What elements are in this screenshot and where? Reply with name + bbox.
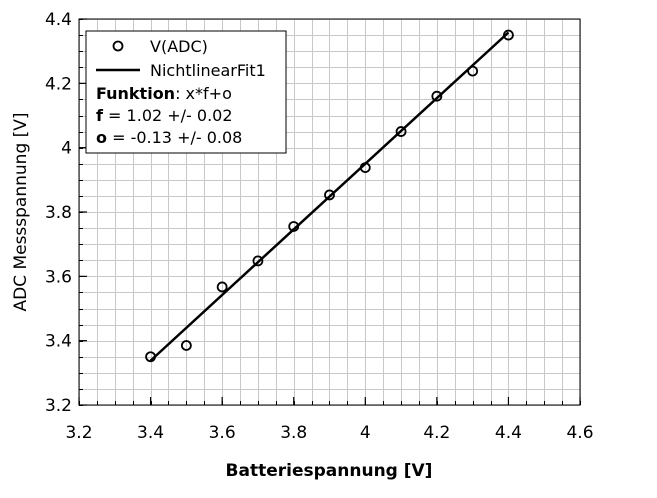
legend-fit-f-label: f	[96, 106, 104, 125]
y-tick-label: 3.6	[45, 267, 72, 287]
y-axis-title: ADC Messspannung [V]	[11, 112, 31, 311]
legend-item-vadc: V(ADC)	[150, 37, 208, 56]
legend-fit-function-label: Funktion	[96, 84, 175, 103]
fit-line	[149, 31, 510, 362]
x-tick-label: 4.2	[423, 423, 450, 443]
x-tick-label: 4.6	[566, 423, 593, 443]
legend: V(ADC) NichtlinearFit1 Funktion: x*f+o f…	[85, 30, 287, 154]
data-point	[431, 90, 443, 102]
y-tick-labels: 3.2 3.4 3.6 3.8 4 4.2 4.4	[45, 10, 72, 416]
y-tick-label: 4	[61, 139, 72, 159]
x-tick-label: 3.8	[280, 423, 307, 443]
legend-fit-function: Funktion: x*f+o	[96, 84, 232, 103]
data-point	[324, 189, 335, 201]
x-tick-label: 3.6	[209, 423, 236, 443]
y-tick-label: 3.4	[45, 332, 72, 352]
x-tick-label: 4.4	[495, 423, 522, 443]
data-point	[395, 126, 407, 137]
y-tick-label: 4.2	[45, 74, 72, 94]
legend-fit-o: o = -0.13 +/- 0.08	[96, 128, 242, 147]
x-tick-label: 4	[360, 423, 371, 443]
data-point	[288, 221, 300, 232]
legend-item-fit: NichtlinearFit1	[150, 61, 266, 80]
fit-line-segment	[149, 31, 510, 362]
data-point	[467, 65, 479, 77]
y-tick-label: 3.8	[45, 203, 72, 223]
x-tick-labels: 3.2 3.4 3.6 3.8 4 4.2 4.4 4.6	[65, 423, 593, 443]
data-point	[359, 162, 371, 174]
x-tick-label: 3.4	[137, 423, 164, 443]
data-point	[216, 281, 228, 293]
legend-fit-o-value: = -0.13 +/- 0.08	[107, 128, 242, 147]
legend-fit-f-value: = 1.02 +/- 0.02	[103, 106, 233, 125]
x-axis-title: Batteriespannung [V]	[226, 461, 433, 481]
y-tick-label: 4.4	[45, 10, 72, 30]
legend-fit-f: f = 1.02 +/- 0.02	[96, 106, 233, 125]
x-tick-label: 3.2	[65, 423, 92, 443]
y-tick-label: 3.2	[45, 396, 72, 416]
data-point	[145, 351, 156, 363]
legend-fit-o-label: o	[96, 128, 107, 147]
legend-marker-circle	[112, 40, 124, 52]
data-point	[180, 340, 192, 351]
legend-box	[85, 30, 287, 154]
legend-fit-function-value: : x*f+o	[175, 84, 232, 103]
data-point	[503, 29, 514, 41]
data-points	[145, 29, 514, 363]
data-point	[252, 255, 264, 267]
